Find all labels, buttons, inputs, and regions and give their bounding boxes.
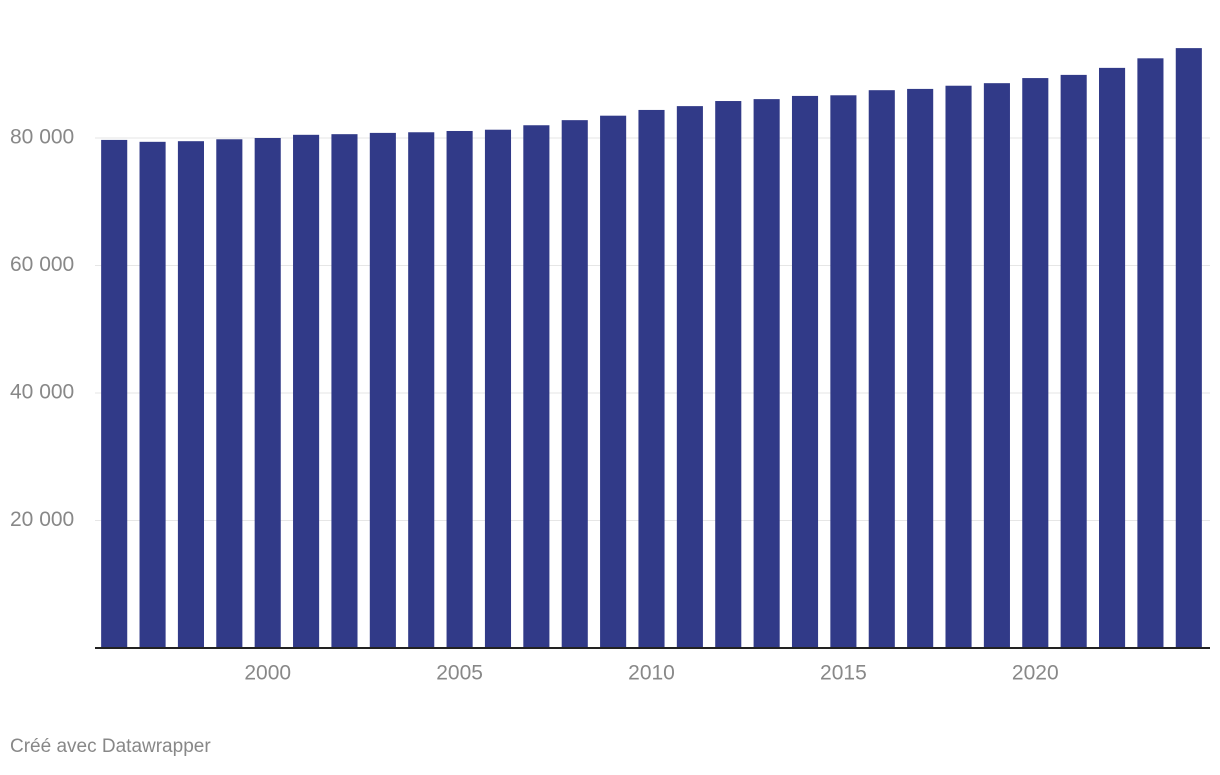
bar <box>1137 58 1164 648</box>
bar <box>1060 74 1087 648</box>
bar <box>101 139 128 648</box>
bar <box>945 85 972 649</box>
bar <box>408 132 435 648</box>
bar <box>523 125 550 648</box>
bar <box>293 134 320 648</box>
bar <box>1022 78 1049 648</box>
y-tick-label: 60 000 <box>10 253 74 276</box>
bar <box>907 88 934 649</box>
bar <box>177 141 204 648</box>
bar <box>254 138 281 648</box>
bar <box>791 95 819 649</box>
bar <box>676 106 703 648</box>
bar <box>139 141 166 648</box>
credit: Créé avec Datawrapper <box>10 736 211 757</box>
bar <box>868 90 895 648</box>
y-tick-label: 80 000 <box>10 126 74 149</box>
bar <box>446 130 473 649</box>
bar <box>753 99 780 649</box>
bar <box>600 115 627 648</box>
bar <box>484 129 512 648</box>
bar <box>561 120 588 648</box>
bar <box>983 83 1010 649</box>
y-tick-label: 40 000 <box>10 381 74 404</box>
x-tick-label: 2005 <box>436 662 483 685</box>
bar <box>638 109 665 648</box>
bar <box>1175 48 1202 649</box>
bar <box>1099 67 1126 648</box>
x-tick-label: 2000 <box>244 662 291 685</box>
y-tick-label: 20 000 <box>10 508 74 531</box>
x-tick-label: 2020 <box>1012 662 1059 685</box>
bar <box>715 101 742 648</box>
bar <box>830 95 857 649</box>
bar <box>369 132 396 648</box>
x-tick-label: 2010 <box>628 662 675 685</box>
bar <box>331 134 358 649</box>
bar <box>216 139 243 648</box>
x-tick-label: 2015 <box>820 662 867 685</box>
